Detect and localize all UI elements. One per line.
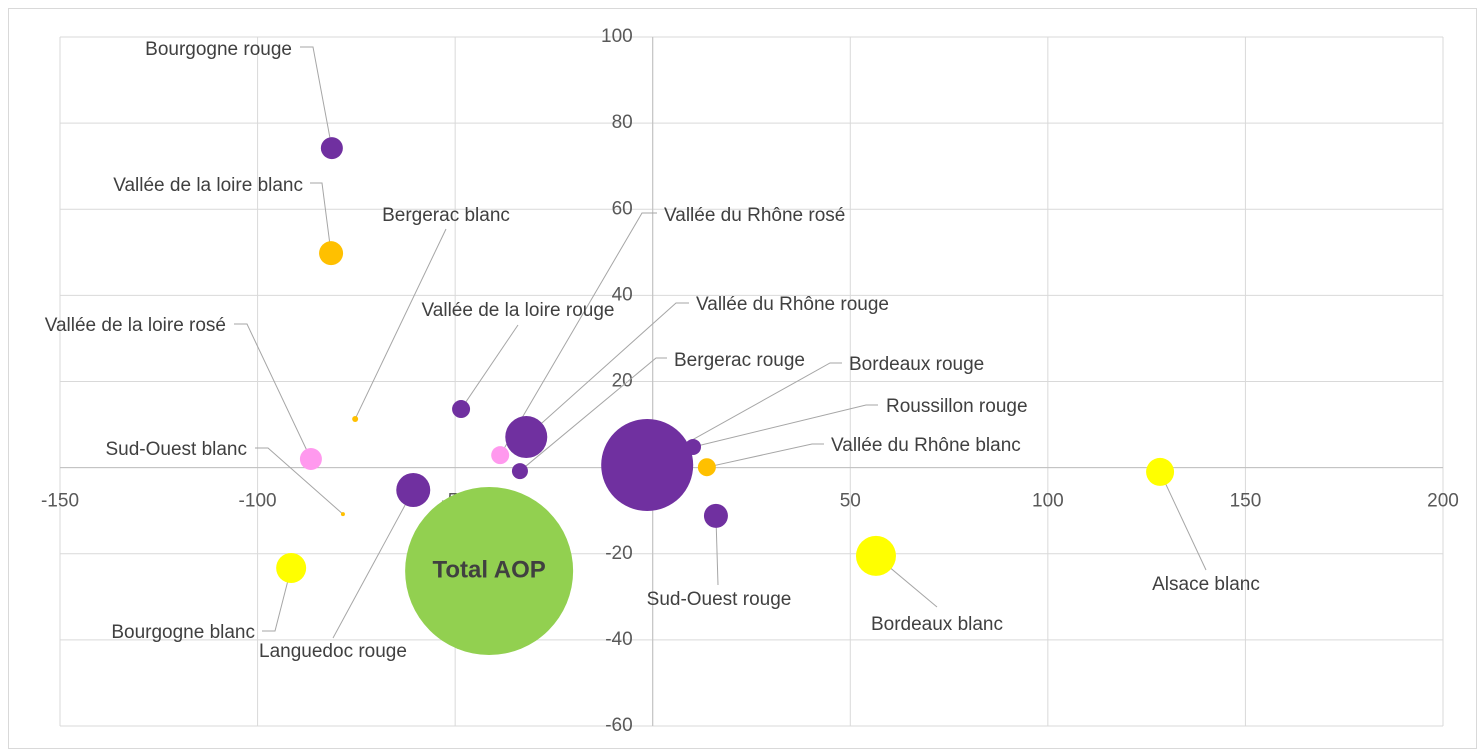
bubble bbox=[352, 415, 359, 422]
data-label: Bordeaux rouge bbox=[849, 354, 984, 375]
bubble bbox=[405, 486, 574, 655]
x-tick-label: -150 bbox=[41, 491, 79, 512]
data-label: Vallée du Rhône blanc bbox=[831, 435, 1021, 456]
leader-line bbox=[262, 567, 292, 632]
leader-line bbox=[460, 324, 519, 410]
leader-line bbox=[300, 46, 333, 149]
x-tick-label: -100 bbox=[239, 491, 277, 512]
data-label: Vallée de la loire blanc bbox=[113, 175, 303, 196]
data-label: Sud-Ouest blanc bbox=[105, 439, 247, 460]
bubble bbox=[685, 438, 702, 455]
leader-line bbox=[1159, 471, 1207, 571]
x-tick-label: 100 bbox=[1032, 491, 1064, 512]
data-label: Bourgogne blanc bbox=[111, 622, 255, 643]
data-label: Vallée du Rhône rouge bbox=[696, 294, 889, 315]
y-tick-label: -20 bbox=[605, 543, 632, 564]
bubble bbox=[703, 503, 728, 528]
leader-line bbox=[310, 182, 332, 254]
x-tick-label: 50 bbox=[840, 491, 861, 512]
bubble bbox=[511, 463, 528, 480]
bubble bbox=[697, 458, 716, 477]
y-tick-label: 80 bbox=[612, 112, 633, 133]
data-label: Roussillon rouge bbox=[886, 396, 1028, 417]
data-label: Vallée de la loire rosé bbox=[45, 315, 226, 336]
leader-line bbox=[706, 443, 824, 468]
data-label: Languedoc rouge bbox=[259, 641, 407, 662]
data-label: Alsace blanc bbox=[1152, 574, 1260, 595]
data-label: Vallée du Rhône rosé bbox=[664, 205, 845, 226]
bubble bbox=[276, 552, 307, 583]
y-tick-label: -60 bbox=[605, 715, 632, 736]
data-label: Vallée de la loire rouge bbox=[422, 300, 615, 321]
bubble bbox=[340, 512, 345, 517]
bubble bbox=[319, 241, 344, 266]
leader-line bbox=[646, 362, 842, 466]
bubble bbox=[320, 137, 343, 160]
leader-line bbox=[525, 302, 689, 438]
bubble bbox=[601, 419, 694, 512]
y-tick-label: 100 bbox=[601, 26, 633, 47]
chart-frame bbox=[8, 8, 1477, 749]
bubble bbox=[855, 535, 896, 576]
data-label: Sud-Ouest rouge bbox=[647, 589, 792, 610]
y-tick-label: 20 bbox=[612, 371, 633, 392]
bubble bbox=[452, 400, 471, 419]
bubble bbox=[491, 446, 510, 465]
leader-line bbox=[255, 447, 344, 515]
leader-line bbox=[354, 228, 447, 420]
bubble bbox=[505, 416, 548, 459]
data-label: Bergerac blanc bbox=[382, 205, 510, 226]
data-label: Bourgogne rouge bbox=[145, 39, 292, 60]
leader-line bbox=[499, 212, 657, 456]
bubble bbox=[299, 448, 322, 471]
leader-line bbox=[332, 489, 414, 639]
data-label: Total AOP bbox=[432, 556, 545, 583]
leader-line bbox=[234, 323, 312, 460]
data-label: Bordeaux blanc bbox=[871, 614, 1003, 635]
x-tick-label: 150 bbox=[1230, 491, 1262, 512]
leader-line bbox=[519, 357, 667, 472]
data-label: Bergerac rouge bbox=[674, 350, 805, 371]
y-tick-label: 40 bbox=[612, 284, 633, 305]
x-tick-label: 200 bbox=[1427, 491, 1459, 512]
bubble bbox=[396, 473, 431, 508]
y-tick-label: -40 bbox=[605, 629, 632, 650]
y-tick-label: 60 bbox=[612, 198, 633, 219]
bubble bbox=[1146, 457, 1175, 486]
leader-line bbox=[692, 404, 878, 448]
